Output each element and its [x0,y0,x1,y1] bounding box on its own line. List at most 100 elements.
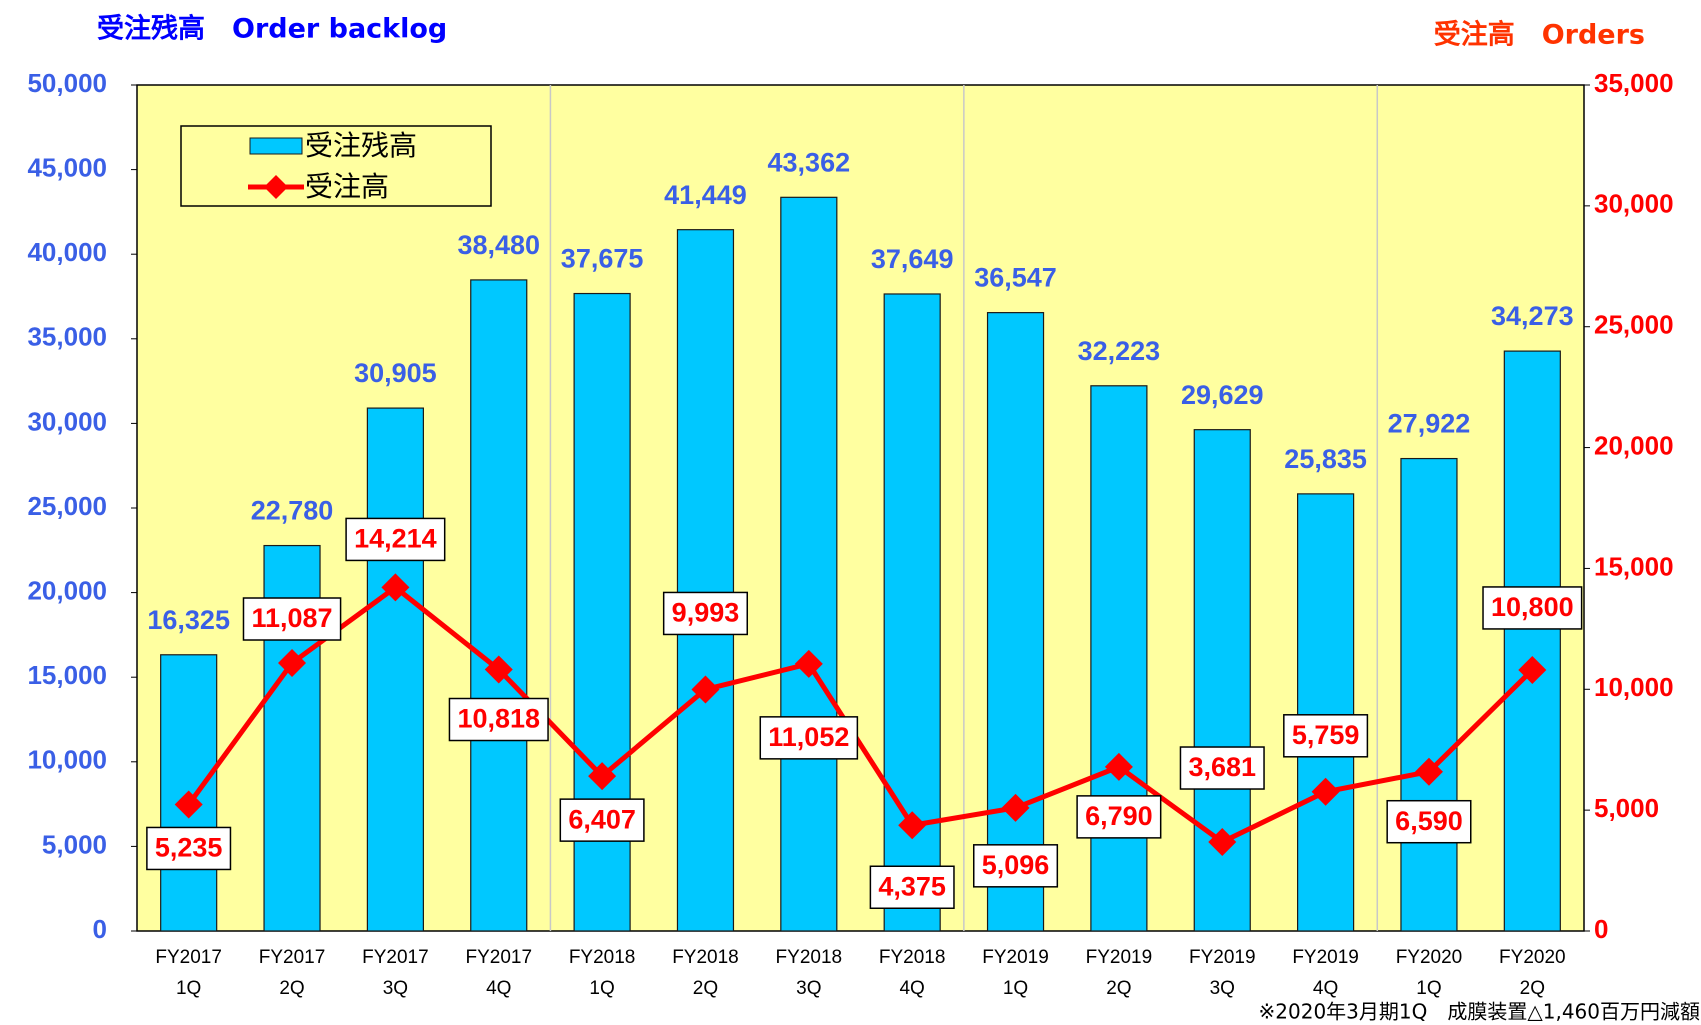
bar [1090,385,1148,932]
line-label: 6,590 [1386,799,1472,844]
bar [986,312,1045,932]
x-tick-label: FY2017 [362,947,429,968]
x-tick-label: FY2018 [776,947,843,968]
y-axis-title: 受注残高 Order backlog [97,13,447,45]
x-tick-label: FY2018 [672,947,739,968]
marker [1311,777,1340,806]
legend-label: 受注高 [305,170,389,203]
line-value-label: 5,759 [1292,720,1360,750]
line-label: 11,052 [759,716,859,760]
y-tick-label: 30,000 [27,406,107,436]
x-tick-label: 2Q [279,978,304,999]
bar-label: 34,273 [1491,301,1574,331]
marker [1208,828,1237,857]
line-label: 10,818 [448,697,549,742]
x-tick-label: 1Q [176,978,201,999]
bar-label: 38,480 [457,230,540,260]
line-value-label: 11,087 [251,603,332,633]
y-tick-label: 5,000 [42,829,107,859]
x-tick-label: 1Q [589,978,614,999]
line-label: 3,681 [1179,746,1265,790]
bar-label: 32,223 [1078,336,1161,366]
y2-tick-label: 20,000 [1594,430,1674,460]
bar-label: 25,835 [1284,444,1367,474]
line-label: 11,087 [242,597,342,641]
label-box [1386,799,1472,844]
x-tick-label: 3Q [1210,978,1235,999]
line-value-label: 14,214 [354,524,437,554]
x-tick-label: 3Q [383,978,408,999]
x-tick-label: FY2018 [879,947,946,968]
y-tick-label: 0 [93,914,107,944]
x-tick-label: 3Q [796,978,821,999]
marker [484,655,513,684]
label-box [242,597,342,641]
bar [1503,350,1561,932]
label-box [869,865,955,909]
y-tick-label: 35,000 [27,322,107,352]
x-tick-label: 1Q [1416,978,1441,999]
bar [366,407,424,932]
label-box [662,591,749,636]
y-tick-label: 10,000 [27,745,107,775]
y-tick-label: 50,000 [27,68,107,98]
bar [780,196,838,932]
line-label: 5,759 [1283,714,1369,758]
marker [898,811,927,840]
label-box [448,697,549,742]
x-tick-label: 2Q [1106,978,1131,999]
line-value-label: 3,681 [1188,752,1256,782]
bar-label: 37,649 [871,244,954,274]
y-tick-label: 20,000 [27,575,107,605]
x-tick-label: 4Q [1313,978,1338,999]
x-tick-label: 4Q [486,978,511,999]
x-tick-label: FY2020 [1396,947,1463,968]
bar-label: 27,922 [1388,409,1471,439]
x-tick-label: 2Q [1520,978,1545,999]
bar-label: 36,547 [974,263,1057,293]
line-label: 6,407 [559,798,645,842]
line-value-label: 5,235 [155,833,223,863]
marker [381,573,410,602]
line-label: 9,993 [662,591,749,636]
marker [1518,655,1547,684]
line-label: 5,235 [146,826,232,871]
bar [1297,493,1355,932]
line-value-label: 11,052 [768,722,849,752]
legend-swatch [249,137,303,155]
line-label: 4,375 [869,865,955,909]
y2-tick-label: 5,000 [1594,793,1659,823]
bar-label: 30,905 [354,358,437,388]
x-tick-label: FY2019 [1189,947,1256,968]
x-tick-label: 1Q [1003,978,1028,999]
plot-area [136,84,1585,932]
y2-tick-label: 30,000 [1594,189,1674,219]
marker [691,675,720,704]
bar-label: 29,629 [1181,380,1264,410]
y2-tick-label: 10,000 [1594,672,1674,702]
legend-box [180,125,492,207]
x-tick-label: FY2017 [465,947,532,968]
line-label: 6,790 [1076,795,1162,839]
x-tick-label: FY2017 [155,947,222,968]
marker [794,649,823,678]
label-box [1482,586,1583,630]
x-tick-label: 2Q [693,978,718,999]
line-value-label: 6,590 [1395,806,1463,836]
y2-tick-label: 25,000 [1594,310,1674,340]
y-tick-label: 45,000 [27,152,107,182]
x-tick-label: FY2017 [259,947,326,968]
y-tick-label: 25,000 [27,491,107,521]
bar-label: 37,675 [561,244,644,274]
bar-label: 16,325 [147,605,230,635]
bar-label: 41,449 [664,180,747,210]
label-box [1076,795,1162,839]
x-tick-label: FY2018 [569,947,636,968]
x-tick-label: FY2019 [982,947,1049,968]
label-box [559,798,645,842]
line-value-label: 9,993 [672,598,740,628]
bar-label: 22,780 [251,496,334,526]
line-label: 14,214 [345,517,446,562]
line [186,584,1535,845]
